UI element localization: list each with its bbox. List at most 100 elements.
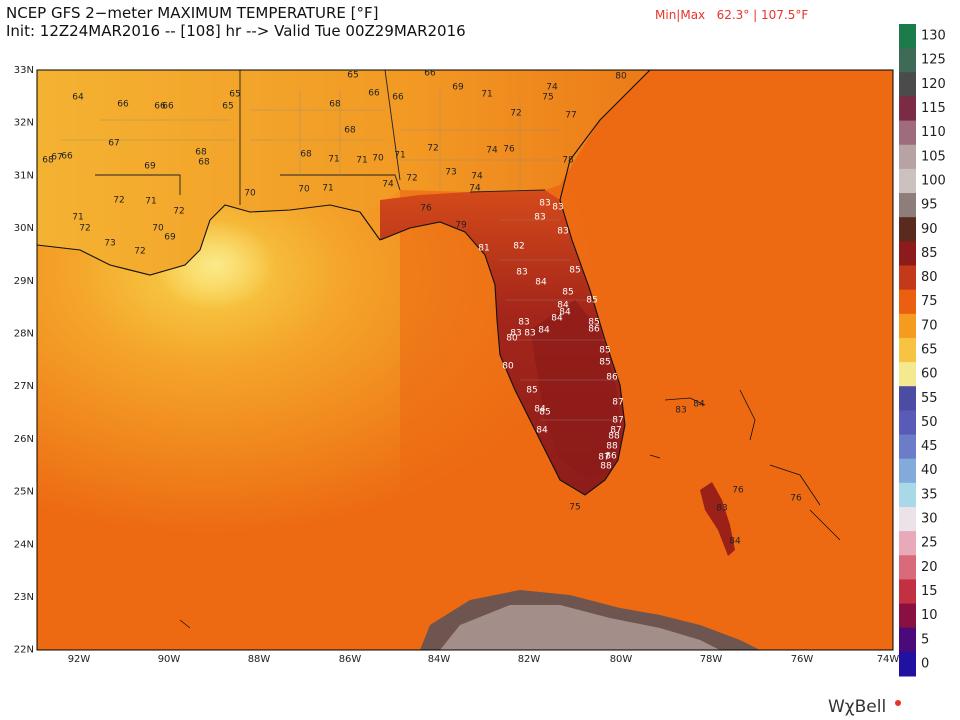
station-value: 84 (557, 301, 569, 311)
colorbar-label: 55 (921, 391, 938, 406)
lat-labels: 33N 32N 31N 30N 29N 28N 27N 26N 25N 24N 23N 22N (14, 65, 34, 656)
station-value: 87 (598, 453, 609, 463)
station-value: 85 (526, 386, 537, 396)
county-lines (60, 90, 620, 421)
gulf-coastline (37, 204, 381, 276)
station-value: 86 (588, 325, 600, 335)
station-value: 75 (542, 93, 553, 103)
station-value: 72 (510, 109, 521, 119)
station-value: 66 (61, 152, 73, 162)
colorbar-label: 120 (921, 77, 946, 92)
station-value: 69 (452, 83, 464, 93)
station-value: 66 (392, 93, 404, 103)
colorbar-swatch (899, 48, 916, 73)
station-value: 74 (469, 184, 481, 194)
station-value: 83 (516, 268, 527, 278)
station-value: 88 (600, 462, 612, 472)
cuba-interior (440, 605, 720, 650)
station-value: 66 (368, 89, 380, 99)
station-value: 88 (606, 442, 618, 452)
colorbar-swatch (899, 144, 916, 170)
lat-label: 27N (14, 381, 34, 392)
station-value: 84 (551, 314, 563, 324)
station-value: 66 (154, 102, 166, 112)
station-value: 72 (134, 247, 145, 257)
colorbar-swatch (899, 627, 916, 653)
station-value: 73 (104, 239, 115, 249)
colorbar-swatch (899, 193, 916, 218)
station-value: 88 (608, 432, 620, 442)
colorbar-label: 30 (921, 512, 938, 527)
lat-label: 31N (14, 170, 34, 181)
lon-labels: 92W 90W 88W 86W 84W 82W 80W 78W 76W 74W (68, 654, 900, 665)
station-value: 71 (72, 213, 83, 223)
station-value: 85 (599, 358, 610, 368)
colorbar-swatch (899, 168, 916, 194)
lat-label: 33N (14, 65, 34, 76)
map-frame (36, 69, 894, 651)
station-value: 76 (503, 145, 515, 155)
colorbar-label: 95 (921, 198, 938, 213)
lat-label: 25N (14, 487, 34, 498)
colorbar-label: 75 (921, 294, 938, 309)
colorbar-swatch (899, 434, 916, 460)
station-value: 78 (562, 156, 574, 166)
colorbar-label: 115 (921, 101, 946, 116)
colorbar-swatch (899, 458, 916, 484)
colorbar-label: 15 (921, 584, 938, 599)
station-value: 70 (298, 185, 310, 195)
station-value: 66 (117, 100, 129, 110)
station-value: 74 (486, 146, 498, 156)
bahamas-coast (179, 389, 841, 629)
station-value: 70 (372, 154, 384, 164)
colorbar-label: 0 (921, 656, 929, 671)
colorbar-swatch (899, 555, 916, 580)
colorbar-swatch (899, 72, 916, 97)
station-value: 80 (615, 72, 627, 82)
station-value: 71 (328, 155, 339, 165)
station-value: 85 (588, 318, 599, 328)
station-value: 80 (502, 362, 514, 372)
station-value: 77 (565, 111, 576, 121)
colorbar-swatch (899, 362, 916, 387)
station-value: 85 (599, 346, 610, 356)
land-north (37, 70, 650, 275)
colorbar-swatch (899, 313, 916, 339)
station-value: 83 (675, 406, 686, 416)
colorbar-swatch (899, 24, 916, 49)
colorbar-label: 20 (921, 560, 938, 575)
station-value: 85 (562, 288, 573, 298)
lat-label: 32N (14, 118, 34, 129)
station-value: 86 (605, 452, 617, 462)
station-value: 83 (539, 199, 550, 209)
station-value: 66 (162, 102, 174, 112)
station-value: 79 (455, 221, 467, 231)
station-value: 83 (552, 203, 563, 213)
min-max: Min|Max 62.3° | 107.5°F (655, 8, 808, 22)
station-value: 84 (729, 537, 741, 547)
colorbar-swatch (899, 241, 916, 266)
station-value: 83 (716, 504, 727, 514)
lat-label: 30N (14, 223, 34, 234)
colorbar-swatch (899, 482, 916, 508)
station-value: 80 (506, 334, 518, 344)
station-value: 87 (610, 426, 621, 436)
station-value: 83 (534, 213, 545, 223)
station-value: 83 (518, 318, 529, 328)
colorbar-label: 105 (921, 149, 946, 164)
colorbar-label: 25 (921, 536, 938, 551)
colorbar-label: 90 (921, 222, 938, 237)
station-value: 70 (152, 224, 164, 234)
station-value: 71 (394, 151, 405, 161)
station-value: 84 (534, 405, 546, 415)
station-value: 71 (145, 197, 156, 207)
station-value: 76 (790, 494, 802, 504)
station-value: 73 (445, 168, 456, 178)
station-value: 66 (424, 69, 436, 79)
station-value: 68 (329, 100, 341, 110)
station-value: 65 (347, 71, 358, 81)
station-value: 71 (481, 90, 492, 100)
colorbar-label: 10 (921, 608, 938, 623)
station-value: 84 (536, 426, 548, 436)
